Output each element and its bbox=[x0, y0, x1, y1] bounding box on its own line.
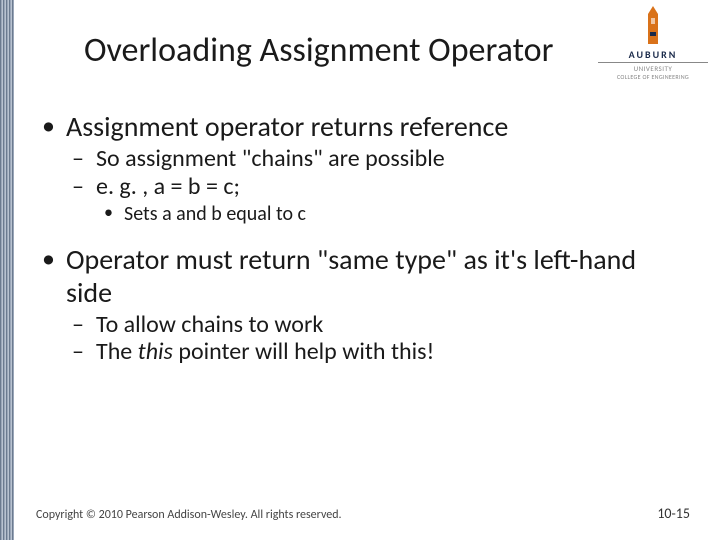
bullet-1-2: e. g. , a = b = c; bbox=[72, 173, 684, 201]
left-decorative-stripe bbox=[0, 0, 14, 540]
page-number: 10-15 bbox=[657, 505, 690, 522]
footer: Copyright © 2010 Pearson Addison-Wesley.… bbox=[36, 505, 690, 522]
bullet-2: Operator must return "same type" as it's… bbox=[40, 244, 684, 308]
bullet-2-1: To allow chains to work bbox=[72, 311, 684, 339]
bullet-2-2-post: pointer will help with this! bbox=[173, 337, 434, 366]
slide-content: Overloading Assignment Operator Assignme… bbox=[24, 0, 704, 540]
bullet-2-2-pre: The bbox=[96, 337, 138, 366]
copyright-text: Copyright © 2010 Pearson Addison-Wesley.… bbox=[36, 508, 342, 522]
bullet-list: Assignment operator returns reference So… bbox=[40, 111, 684, 366]
page-title: Overloading Assignment Operator bbox=[84, 30, 684, 71]
bullet-1-1: So assignment "chains" are possible bbox=[72, 145, 684, 173]
bullet-1-2-1: Sets a and b equal to c bbox=[104, 202, 684, 226]
bullet-2-2-italic: this bbox=[138, 337, 173, 366]
bullet-2-2: The this pointer will help with this! bbox=[72, 338, 684, 366]
bullet-1: Assignment operator returns reference bbox=[40, 111, 684, 143]
bullet-2-pre: Operator must return "same type" as it bbox=[66, 242, 510, 277]
